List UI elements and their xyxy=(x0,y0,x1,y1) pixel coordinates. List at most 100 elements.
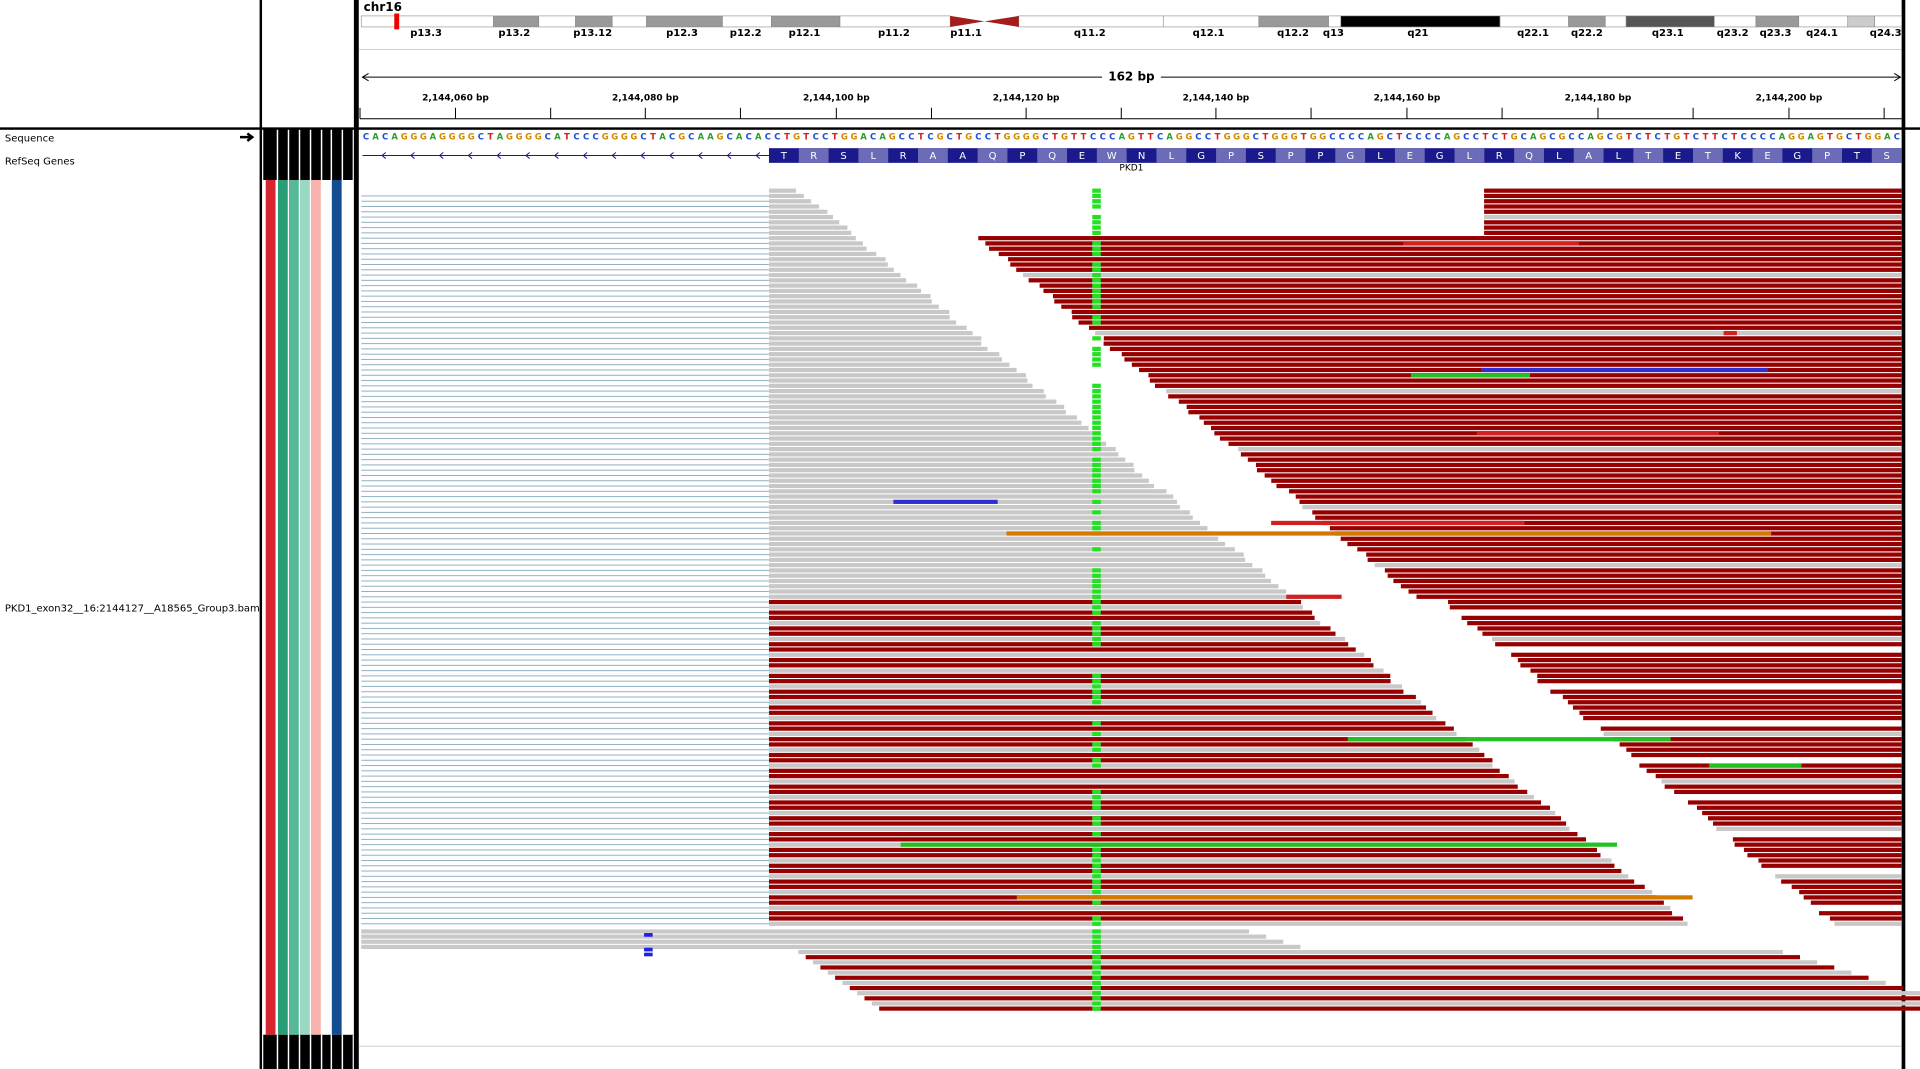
read xyxy=(1367,557,1902,562)
mismatch xyxy=(1092,272,1101,278)
base: G xyxy=(1023,133,1030,143)
read xyxy=(768,821,1567,826)
cytoband xyxy=(1018,15,1164,28)
mismatch xyxy=(1092,383,1101,388)
read xyxy=(768,610,1313,615)
read xyxy=(1758,858,1902,863)
base: A xyxy=(497,133,504,143)
soft-clip xyxy=(361,496,769,498)
soft-clip xyxy=(361,580,769,582)
base: G xyxy=(410,133,417,143)
read xyxy=(768,515,1193,520)
base: G xyxy=(1281,133,1288,143)
soft-clip xyxy=(361,548,769,550)
base: T xyxy=(1827,133,1833,143)
read xyxy=(768,431,1092,436)
read xyxy=(1743,847,1902,853)
read xyxy=(768,853,1601,858)
amino-acid: T xyxy=(780,151,788,162)
codon xyxy=(1752,148,1783,163)
base: C xyxy=(813,133,819,143)
soft-clip xyxy=(361,738,769,740)
soft-clip xyxy=(361,912,769,914)
amino-acid: E xyxy=(1079,151,1085,162)
read xyxy=(1655,773,1902,779)
soft-clip xyxy=(361,295,769,297)
read xyxy=(768,447,1116,452)
codon xyxy=(918,148,948,163)
mismatch xyxy=(1092,304,1101,309)
read xyxy=(1312,510,1902,515)
soft-clip xyxy=(361,411,769,413)
read xyxy=(768,415,1077,420)
mismatch xyxy=(1410,373,1531,378)
mismatch xyxy=(1092,436,1101,441)
read xyxy=(768,325,967,330)
soft-clip xyxy=(361,237,769,239)
read xyxy=(768,462,1134,468)
gene-name: PKD1 xyxy=(1119,163,1143,173)
mismatch xyxy=(1403,241,1579,246)
read xyxy=(1688,800,1902,805)
base: G xyxy=(1243,133,1250,143)
base: G xyxy=(678,133,685,143)
read xyxy=(1702,810,1902,816)
codon xyxy=(798,148,829,163)
attribute-divider xyxy=(320,1034,323,1069)
read xyxy=(1124,357,1902,362)
soft-clip xyxy=(361,206,769,207)
read xyxy=(768,452,1119,457)
read xyxy=(768,531,1213,536)
base: C xyxy=(927,133,933,143)
base: A xyxy=(879,133,886,143)
soft-clip xyxy=(361,464,769,466)
read xyxy=(1484,199,1902,204)
cytoband xyxy=(493,15,540,28)
soft-clip xyxy=(361,211,769,213)
mismatch xyxy=(1092,599,1101,605)
base: G xyxy=(1004,133,1011,143)
read xyxy=(1166,388,1902,394)
mismatch xyxy=(1092,510,1101,515)
read xyxy=(1199,415,1902,420)
base: G xyxy=(1291,133,1298,143)
mismatch xyxy=(1092,230,1101,235)
cytoband xyxy=(1755,15,1800,28)
attribute-stripe xyxy=(288,180,299,1035)
mismatch xyxy=(1092,399,1101,404)
strand-chevron xyxy=(496,152,502,159)
soft-clip xyxy=(361,923,769,925)
base: C xyxy=(1655,133,1661,143)
base: C xyxy=(1348,133,1354,143)
attribute-divider xyxy=(341,1034,344,1069)
soft-clip xyxy=(361,269,769,271)
read xyxy=(1188,410,1902,415)
soft-clip xyxy=(361,849,769,851)
base: C xyxy=(1042,133,1048,143)
cytoband xyxy=(1328,15,1342,28)
mismatch xyxy=(1092,874,1101,879)
base: T xyxy=(918,133,924,143)
base: A xyxy=(698,133,705,143)
read xyxy=(768,689,1404,694)
soft-clip xyxy=(361,285,769,287)
attribute-divider xyxy=(320,128,323,180)
amino-acid: G xyxy=(1793,151,1801,162)
base: G xyxy=(611,133,618,143)
mismatch xyxy=(1092,980,1101,985)
soft-clip xyxy=(361,886,769,888)
mismatch xyxy=(893,499,998,504)
read xyxy=(768,721,1446,726)
base: G xyxy=(1558,133,1565,143)
mismatch xyxy=(1092,346,1101,352)
base: T xyxy=(1138,133,1144,143)
base: T xyxy=(650,133,656,143)
soft-clip xyxy=(361,638,769,640)
read xyxy=(768,383,1033,388)
soft-clip xyxy=(361,691,769,693)
mismatch xyxy=(1092,853,1101,858)
base: G xyxy=(1310,133,1317,143)
base: G xyxy=(458,133,465,143)
base: C xyxy=(870,133,876,143)
soft-clip xyxy=(361,680,769,682)
